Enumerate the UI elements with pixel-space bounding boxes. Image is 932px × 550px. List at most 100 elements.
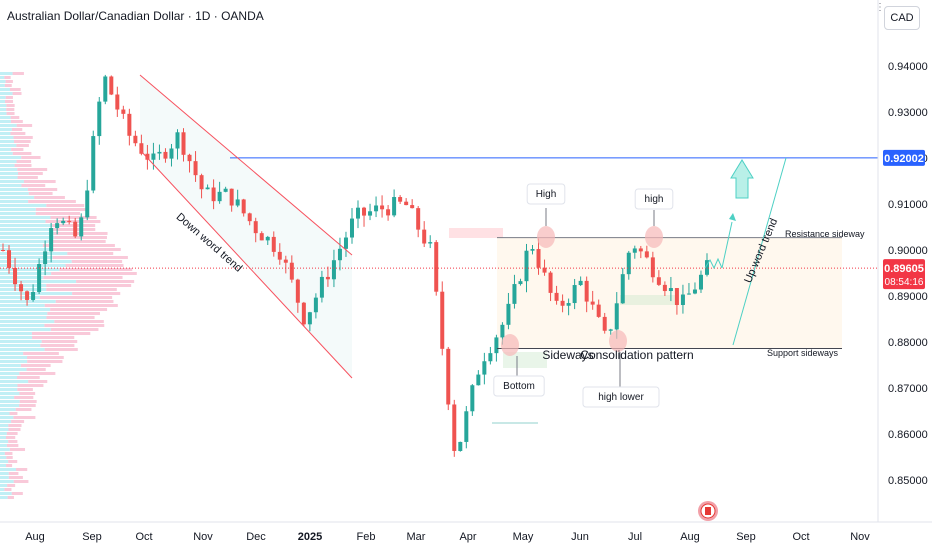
candle-body <box>337 248 342 261</box>
profile-bar-up <box>0 388 18 391</box>
profile-bar-up <box>0 392 20 395</box>
profile-bar-down <box>21 156 41 159</box>
profile-bar-down <box>10 120 23 123</box>
annotation-text: high <box>645 194 664 205</box>
candle-body <box>608 329 613 331</box>
profile-bar-up <box>0 476 9 479</box>
candle-body <box>572 285 577 304</box>
profile-bar-up <box>0 340 42 343</box>
profile-bar-up <box>0 368 27 371</box>
time-tick-label: Jul <box>628 531 642 543</box>
profile-bar-up <box>0 224 53 227</box>
currency-button[interactable]: CAD <box>884 6 920 30</box>
candle-body <box>229 188 234 206</box>
candle-body <box>428 242 433 244</box>
level-price-label: 0.92002 <box>884 153 924 165</box>
candle-body <box>440 291 445 349</box>
candle-body <box>692 289 697 294</box>
profile-bar-up <box>0 272 52 275</box>
profile-bar-down <box>8 476 23 479</box>
candle-body <box>67 220 72 222</box>
highlight-circle <box>501 334 519 356</box>
candle-body <box>247 213 252 222</box>
profile-bar-down <box>46 288 117 291</box>
profile-bar-up <box>0 384 18 387</box>
profile-bar-down <box>50 308 108 311</box>
profile-bar-up <box>0 412 10 415</box>
profile-bar-down <box>6 456 13 459</box>
profile-bar-down <box>28 380 48 383</box>
profile-bar-up <box>0 276 44 279</box>
volume-profile <box>0 72 137 499</box>
profile-bar-down <box>54 236 107 239</box>
profile-bar-down <box>12 152 32 155</box>
profile-bar-down <box>12 72 24 75</box>
profile-bar-down <box>35 208 89 211</box>
candle-body <box>253 221 258 234</box>
zone-rect <box>620 295 676 305</box>
time-tick-label: Nov <box>193 531 213 543</box>
profile-bar-down <box>39 296 113 299</box>
candle-body <box>199 175 204 190</box>
profile-bar-up <box>0 300 56 303</box>
candle-body <box>596 304 601 317</box>
profile-bar-down <box>7 496 14 499</box>
candle-body <box>380 205 385 210</box>
profile-bar-down <box>5 96 13 99</box>
candle-body <box>416 208 421 230</box>
candle-body <box>638 248 643 252</box>
candle-body <box>680 294 685 305</box>
profile-bar-down <box>17 384 44 387</box>
profile-bar-down <box>16 144 29 147</box>
time-tick-label: Aug <box>680 531 700 543</box>
candle-body <box>205 187 210 190</box>
candle-body <box>464 411 469 442</box>
profile-bar-up <box>0 264 66 267</box>
profile-bar-down <box>17 376 40 379</box>
profile-bar-down <box>15 408 32 411</box>
profile-bar-up <box>0 220 46 223</box>
profile-bar-up <box>0 296 40 299</box>
more-dots-icon[interactable]: ⋮ <box>875 2 885 13</box>
annotation-text: Bottom <box>503 381 535 392</box>
candle-body <box>79 217 84 237</box>
candle-body <box>1 250 5 251</box>
price-tick-label: 0.89000 <box>888 291 928 303</box>
time-tick-label: Oct <box>792 531 809 543</box>
profile-bar-up <box>0 352 24 355</box>
time-tick-label: 2025 <box>298 531 322 543</box>
candle-body <box>19 284 24 292</box>
profile-bar-down <box>11 492 23 495</box>
profile-bar-down <box>5 436 16 439</box>
candle-body <box>686 293 691 295</box>
annotation-resistance: Resistance sideway <box>785 229 865 239</box>
profile-bar-down <box>16 124 33 127</box>
candle-body <box>458 441 463 451</box>
profile-bar-up <box>0 116 11 119</box>
profile-bar-up <box>0 172 19 175</box>
sideways-box <box>497 237 842 349</box>
profile-bar-down <box>6 108 15 111</box>
profile-bar-down <box>46 316 95 319</box>
candle-body <box>139 143 144 154</box>
profile-bar-down <box>8 424 22 427</box>
profile-bar-up <box>0 244 43 247</box>
candles <box>1 74 709 457</box>
profile-bar-up <box>0 196 35 199</box>
candle-body <box>482 361 487 375</box>
candle-body <box>325 276 330 280</box>
time-tick-label: Sep <box>82 531 102 543</box>
profile-bar-down <box>13 416 36 419</box>
profile-bar-up <box>0 208 36 211</box>
candle-body <box>55 223 60 229</box>
profile-bar-up <box>0 76 5 79</box>
candle-body <box>103 76 108 102</box>
profile-bar-up <box>0 132 11 135</box>
profile-bar-down <box>55 300 114 303</box>
profile-bar-down <box>4 76 11 79</box>
candle-body <box>566 303 571 306</box>
candle-body <box>109 76 114 95</box>
profile-bar-down <box>54 320 104 323</box>
level-price-tag <box>883 149 925 166</box>
